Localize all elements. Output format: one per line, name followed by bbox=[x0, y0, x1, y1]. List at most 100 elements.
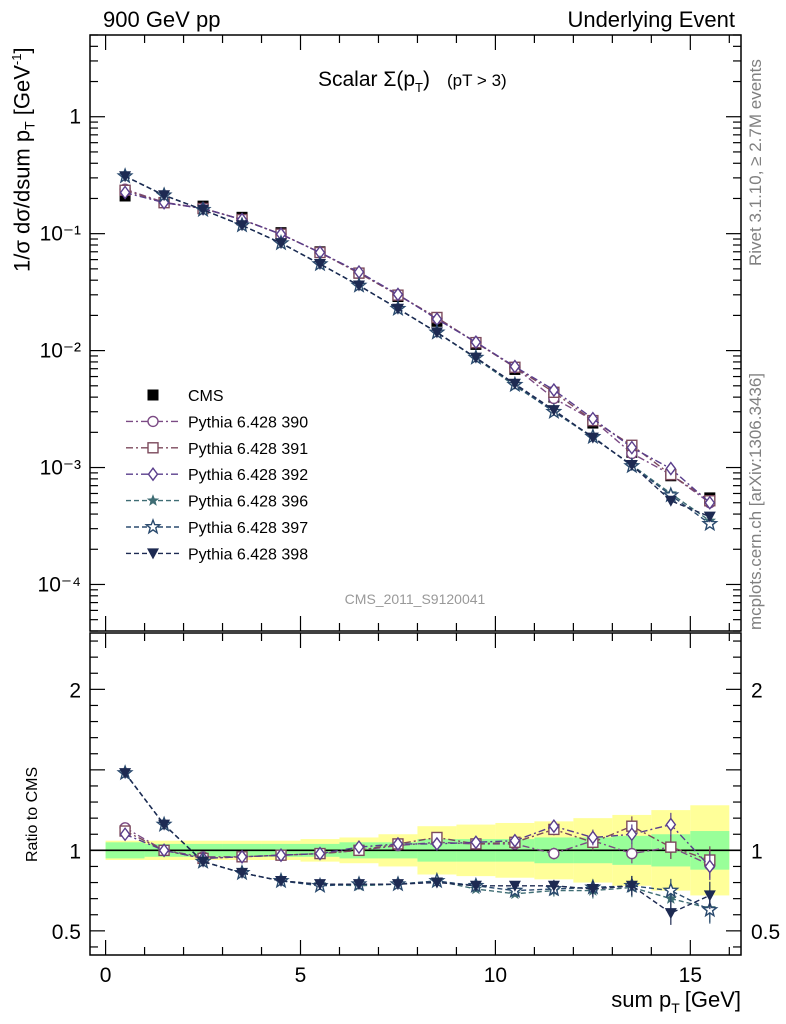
x-axis-label: sum pT [GeV] bbox=[611, 987, 741, 1016]
ratio-ytick-label-right: 1 bbox=[751, 840, 763, 863]
x-axis-label-sub: T bbox=[671, 1000, 680, 1016]
ratio-point-s5-1 bbox=[158, 819, 171, 831]
ratio-series-line-1 bbox=[124, 825, 711, 861]
main-point-s6-13 bbox=[625, 460, 638, 472]
ratio-point-s4-15 bbox=[701, 900, 719, 918]
main-ytick-label: 10⁻¹ bbox=[40, 223, 81, 246]
main-point-s6-8 bbox=[430, 327, 443, 339]
legend: CMS Pythia 6.428 390 Pythia 6.428 391 Pythi… bbox=[126, 388, 308, 563]
ratio-point-s5-2 bbox=[197, 856, 210, 868]
ratio-point-s2-12 bbox=[587, 830, 599, 845]
main-point-s3-13 bbox=[626, 440, 638, 455]
legend-marker-0 bbox=[147, 389, 159, 401]
main-point-s6-7 bbox=[391, 303, 404, 315]
main-point-s6-11 bbox=[547, 405, 560, 417]
main-ytick-label: 1 bbox=[69, 106, 81, 129]
legend-entry-2: Pythia 6.428 391 bbox=[188, 441, 308, 458]
main-point-s6-14 bbox=[664, 495, 677, 507]
ratio-point-s5-6 bbox=[352, 879, 365, 891]
svg-text:Scalar Σ(pT): Scalar Σ(pT) bbox=[318, 68, 430, 95]
main-point-s6-1 bbox=[158, 190, 171, 202]
analysis-watermark: CMS_2011_S9120041 bbox=[345, 591, 486, 607]
chart-title-cut: (pT > 3) bbox=[447, 71, 507, 90]
legend-marker-2 bbox=[147, 442, 159, 454]
ratio-point-s2-4 bbox=[275, 848, 287, 863]
ratio-point-s2-10 bbox=[509, 833, 521, 848]
ratio-ytick-label-left: 0.5 bbox=[52, 921, 81, 944]
legend-marker-1 bbox=[147, 415, 159, 428]
legend-entry-3: Pythia 6.428 392 bbox=[188, 467, 308, 484]
ratio-point-s2-9 bbox=[470, 835, 482, 850]
ratio-point-s5-7 bbox=[391, 879, 404, 891]
ratio-series-line-5 bbox=[124, 772, 711, 914]
ratio-series-group bbox=[116, 764, 719, 925]
ratio-y-axis: 0.5 0.5 1 1 2 2 bbox=[52, 640, 780, 948]
main-point-s6-12 bbox=[586, 432, 599, 444]
main-series-group bbox=[116, 167, 719, 532]
legend-marker-5 bbox=[144, 517, 162, 535]
main-point-s6-10 bbox=[508, 378, 521, 390]
ratio-point-s1-14 bbox=[665, 841, 677, 853]
ratio-series-line-2 bbox=[124, 823, 711, 867]
ratio-point-s2-13 bbox=[626, 827, 638, 842]
main-point-s3-10 bbox=[509, 359, 521, 374]
ratio-point-s5-13 bbox=[625, 880, 638, 892]
x-axis: 0 5 10 15 bbox=[100, 35, 730, 987]
main-point-s3-0 bbox=[119, 185, 131, 200]
ratio-panel-frame bbox=[89, 632, 742, 956]
x-tick-label: 5 bbox=[295, 964, 307, 987]
ratio-ytick-label-right: 0.5 bbox=[751, 921, 780, 944]
legend-entry-5: Pythia 6.428 397 bbox=[188, 520, 308, 537]
ratio-point-s2-6 bbox=[353, 839, 365, 855]
x-tick-label: 10 bbox=[484, 964, 507, 987]
x-tick-label: 15 bbox=[679, 964, 702, 987]
ratio-point-s5-0 bbox=[119, 768, 132, 780]
ratio-point-s2-11 bbox=[548, 819, 560, 834]
main-ytick-label: 10⁻⁴ bbox=[38, 573, 81, 596]
main-ytick-label: 10⁻³ bbox=[40, 457, 81, 480]
main-point-s3-15 bbox=[704, 495, 716, 510]
legend-marker-6 bbox=[147, 548, 159, 560]
main-point-s3-11 bbox=[548, 382, 560, 398]
main-series-line-3 bbox=[124, 191, 711, 504]
main-point-s6-5 bbox=[313, 259, 326, 271]
main-point-s5-15 bbox=[701, 514, 719, 532]
ratio-point-s2-0 bbox=[119, 827, 131, 842]
main-y-axis: 1 10⁻¹ 10⁻² 10⁻³ 10⁻⁴ bbox=[38, 34, 741, 632]
header-left-label: 900 GeV pp bbox=[103, 7, 221, 32]
ratio-point-s2-15 bbox=[704, 859, 716, 874]
ratio-ytick-label-left: 2 bbox=[69, 679, 81, 702]
ratio-point-s0-13 bbox=[626, 847, 638, 860]
ratio-point-s5-10 bbox=[508, 880, 521, 892]
main-point-s3-9 bbox=[470, 335, 482, 350]
ratio-point-s5-8 bbox=[430, 877, 443, 889]
chart-title-close: ) bbox=[423, 68, 430, 91]
ratio-series-line-0 bbox=[124, 827, 711, 866]
ratio-point-s2-5 bbox=[314, 846, 326, 861]
chart-title-sub: T bbox=[415, 80, 423, 95]
ratio-point-s2-14 bbox=[665, 817, 677, 832]
main-panel-frame bbox=[89, 34, 742, 632]
main-point-s6-15 bbox=[703, 511, 716, 523]
x-tick-label: 0 bbox=[100, 964, 112, 987]
ratio-point-s4-14 bbox=[662, 881, 680, 898]
ratio-point-s5-5 bbox=[313, 879, 326, 891]
ratio-point-s5-12 bbox=[586, 883, 599, 895]
main-point-s6-6 bbox=[352, 280, 365, 292]
x-axis-label-text: sum p bbox=[611, 987, 671, 1012]
legend-marker-4 bbox=[146, 494, 160, 506]
main-point-s3-12 bbox=[587, 411, 599, 426]
legend-marker-3 bbox=[147, 467, 159, 482]
chart-title-main: Scalar Σ(p bbox=[318, 68, 415, 91]
ratio-point-s5-11 bbox=[547, 880, 560, 892]
main-point-s6-3 bbox=[236, 220, 249, 232]
ratio-point-s5-9 bbox=[469, 880, 482, 892]
ratio-point-s0-11 bbox=[548, 847, 560, 860]
ratio-point-s5-4 bbox=[275, 875, 288, 887]
main-point-s6-0 bbox=[119, 171, 132, 183]
ratio-point-s2-1 bbox=[158, 843, 170, 858]
ratio-point-s2-3 bbox=[236, 849, 248, 864]
main-point-s6-2 bbox=[197, 204, 210, 216]
main-ytick-label: 10⁻² bbox=[40, 340, 81, 363]
